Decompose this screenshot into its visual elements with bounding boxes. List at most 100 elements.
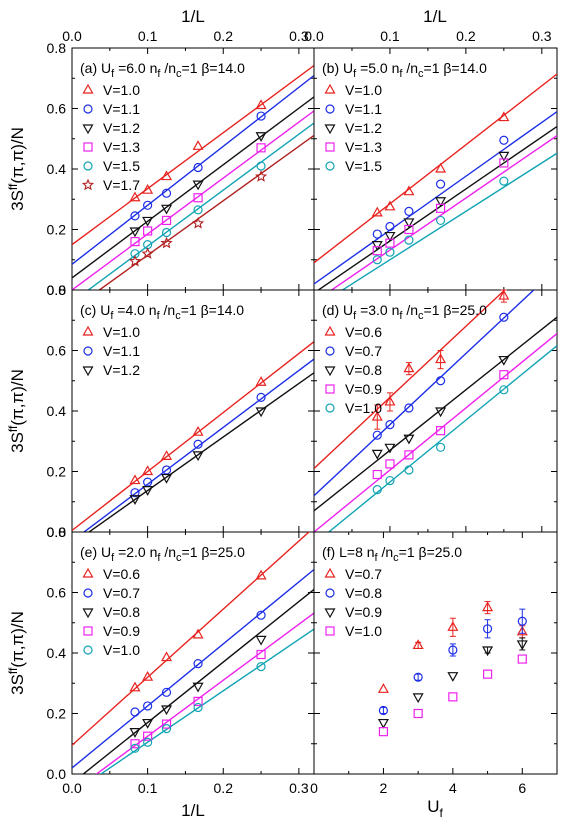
legend-label: V=0.8 — [103, 604, 140, 620]
data-point — [142, 465, 154, 476]
series-V=1.0 — [378, 654, 527, 737]
y-tick-label: 0.6 — [47, 101, 67, 117]
y-tick-label: 0.0 — [47, 766, 67, 782]
data-point — [193, 658, 203, 669]
panel-label-text: /n — [402, 302, 418, 318]
data-point — [160, 236, 173, 249]
y-tick-label: 0.0 — [47, 282, 67, 298]
fit-line — [82, 588, 314, 774]
bottom-axis-label-right-sub: f — [439, 806, 443, 820]
data-point — [255, 569, 267, 580]
data-point — [372, 246, 382, 256]
y-axis-label-main: 3S — [8, 190, 27, 211]
data-point — [128, 254, 142, 267]
series-V=1.3 — [130, 143, 266, 247]
data-point — [130, 249, 140, 259]
series-V=1.1 — [130, 111, 266, 221]
data-point — [378, 705, 389, 716]
data-point — [404, 450, 414, 460]
fit-line — [72, 64, 314, 246]
legend-label: V=1.2 — [103, 120, 140, 136]
panel-label: (e) Uf =2.0 nf /nc=1 β=25.0 — [80, 544, 245, 564]
panel-label: (b) Uf =5.0 nf /nc=1 β=14.0 — [322, 60, 487, 80]
panel-label-text: =1 β=14.0 — [424, 60, 488, 76]
x-tick-label-top: 0.3 — [289, 28, 309, 44]
x-tick-label: 0.1 — [138, 780, 158, 796]
legend-marker — [82, 124, 94, 135]
series-V=1.5 — [130, 161, 266, 259]
legend-label: V=0.9 — [345, 381, 382, 397]
y-axis-label-sup: ff — [6, 667, 20, 674]
data-point — [193, 439, 203, 449]
data-point — [385, 247, 395, 257]
legend-marker — [325, 403, 335, 413]
panel-label-text: (a) U — [80, 60, 111, 76]
data-point — [255, 376, 267, 386]
data-point — [435, 203, 446, 213]
data-point — [413, 672, 423, 682]
data-point — [435, 162, 447, 173]
data-point — [499, 385, 509, 395]
x-tick-label: 6 — [518, 780, 526, 796]
legend-label: V=0.6 — [103, 566, 140, 582]
data-point — [412, 639, 424, 650]
data-point — [256, 649, 266, 660]
data-point — [142, 216, 154, 227]
series-V=0.8 — [129, 635, 267, 738]
legend-label: V=1.2 — [103, 362, 140, 378]
data-point — [129, 227, 141, 238]
legend-label: V=1.0 — [103, 324, 140, 340]
panel-e: 0.00.20.40.60.80.0 0.1 0.2 0.3(e) Uf =2.0 n… — [6, 524, 315, 796]
data-point — [161, 450, 173, 460]
data-point — [385, 221, 395, 232]
series-V=1.0 — [129, 376, 267, 485]
fit-line — [327, 345, 557, 532]
data-point — [385, 238, 395, 248]
data-point — [384, 443, 396, 454]
data-point — [403, 434, 415, 445]
x-tick-label-top: 0.1 — [138, 28, 158, 44]
panel-label-subscript: f — [110, 310, 114, 322]
x-tick-label: 4 — [449, 780, 457, 796]
legend-label: V=1.3 — [103, 139, 140, 155]
data-point — [143, 737, 153, 747]
y-axis-label-sup: ff — [6, 425, 20, 432]
data-point — [192, 425, 204, 436]
data-point — [255, 635, 267, 646]
data-point — [482, 646, 494, 657]
legend-label: V=1.1 — [345, 101, 382, 117]
series-V=1.1 — [130, 392, 266, 498]
series-V=0.6 — [129, 569, 267, 692]
data-point — [404, 224, 414, 235]
data-point — [130, 237, 140, 247]
series-V=1.1 — [372, 135, 509, 239]
x-tick-label-top: 0.2 — [456, 28, 476, 44]
data-point — [447, 672, 459, 682]
data-point — [142, 183, 154, 194]
y-tick-label: 0.6 — [47, 343, 67, 359]
legend-marker — [324, 83, 336, 94]
data-point — [378, 727, 389, 737]
data-point — [372, 255, 382, 265]
legend-marker — [83, 626, 93, 636]
legend-marker — [81, 178, 95, 191]
panel-label-text: /n — [160, 302, 176, 318]
data-point — [161, 651, 173, 662]
data-point — [372, 485, 382, 495]
data-point — [161, 227, 172, 238]
legend-marker — [83, 645, 93, 655]
data-point — [143, 731, 153, 741]
data-point — [498, 151, 510, 162]
legend-label: V=1.1 — [103, 343, 140, 359]
data-point — [498, 289, 510, 300]
data-point — [435, 442, 446, 452]
series-V=0.7 — [130, 610, 266, 717]
data-point — [161, 687, 172, 697]
data-point — [371, 206, 383, 217]
fit-line — [314, 333, 557, 532]
data-point — [161, 170, 173, 181]
panel-label-subscript: c — [418, 68, 424, 80]
data-point — [130, 739, 140, 749]
legend-marker — [325, 626, 335, 636]
legend-marker — [82, 83, 94, 94]
